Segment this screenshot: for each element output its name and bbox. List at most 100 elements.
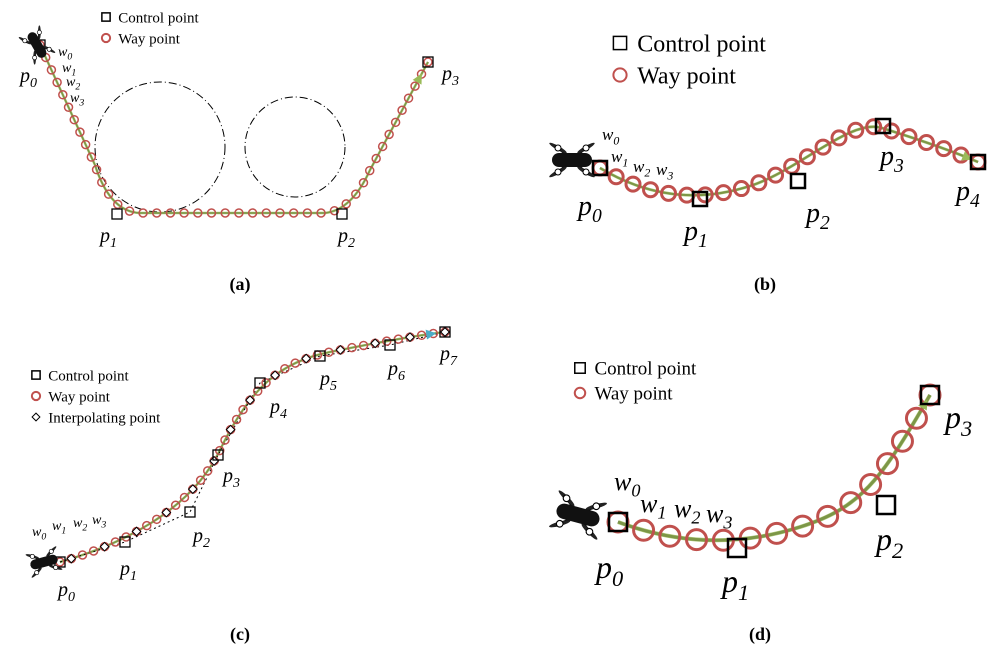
legend-marker [32, 371, 40, 379]
control-point-label: p3 [878, 141, 904, 177]
drone-motor [37, 29, 43, 35]
panel-caption: (c) [230, 624, 250, 645]
control-point-label-index: 3 [893, 156, 904, 177]
control-point-label-letter: p [954, 176, 970, 207]
legend-marker [575, 388, 585, 398]
way-point-label-index: 2 [82, 523, 87, 534]
drone-motor [583, 145, 589, 151]
figure: p0p1p2p3w0w1w2w3Control pointWay point(a… [0, 0, 992, 651]
way-point-label: w1 [640, 489, 666, 523]
way-point-label: w0 [614, 467, 640, 501]
way-point-label-index: 2 [644, 165, 650, 179]
way-point-label: w1 [52, 519, 66, 537]
turn-circle [245, 97, 345, 197]
control-point-label-letter: p [18, 65, 30, 87]
control-point-label-letter: p [386, 358, 398, 380]
control-point-label: p0 [18, 65, 37, 91]
way-point-label: w0 [602, 125, 619, 147]
drone-body [552, 153, 592, 167]
panel-caption: (a) [230, 274, 251, 295]
legend-marker [32, 392, 40, 400]
control-point-label: p4 [954, 176, 980, 212]
control-point-label: p1 [98, 225, 117, 251]
control-point-label: p2 [874, 521, 903, 563]
way-point-label: w0 [32, 525, 46, 543]
control-point [791, 174, 805, 188]
legend-label: Control point [48, 368, 129, 384]
way-point-label-letter: w [640, 489, 658, 518]
way-point-label-index: 0 [613, 133, 619, 147]
control-point-label: p7 [438, 343, 458, 369]
control-point-label-letter: p [878, 141, 894, 172]
turn-circle [95, 82, 225, 212]
way-point-label-letter: w [674, 494, 692, 523]
way-point-label-index: 3 [78, 98, 84, 109]
control-point-label-letter: p [440, 63, 452, 85]
control-point-label: p5 [318, 368, 337, 394]
way-point-label-index: 3 [100, 520, 106, 531]
way-point-label-letter: w [633, 157, 645, 176]
control-point-label-letter: p [804, 198, 820, 229]
trajectory-guide [40, 45, 428, 213]
control-point-label: p0 [576, 191, 602, 227]
control-point-label-letter: p [318, 368, 330, 390]
drone-motor [32, 55, 38, 61]
control-point-label: p2 [804, 198, 830, 234]
panel-caption: (b) [754, 274, 776, 295]
legend-marker [613, 68, 626, 81]
control-point-label-letter: p [191, 525, 203, 547]
legend-marker [102, 34, 110, 42]
legend-label: Control point [118, 10, 199, 26]
control-point-label: p0 [594, 549, 623, 591]
drone-motor [555, 169, 561, 175]
drone-icon [25, 545, 64, 579]
control-point-label-index: 5 [330, 379, 337, 394]
control-point-label-letter: p [98, 225, 110, 247]
control-point-label-letter: p [268, 396, 280, 418]
way-point-label: w3 [706, 499, 732, 533]
way-point-label: w3 [656, 160, 673, 182]
drone-motor [583, 169, 589, 175]
legend-label: Way point [48, 389, 111, 405]
legend-marker [102, 13, 110, 21]
way-point-label-index: 1 [61, 526, 66, 537]
legend-marker [613, 36, 626, 49]
control-point-label-letter: p [56, 579, 68, 601]
control-point-label-letter: p [594, 549, 612, 585]
control-point-label-index: 2 [820, 213, 830, 234]
drone-icon [548, 141, 595, 178]
control-point-label-letter: p [336, 225, 348, 247]
legend-label: Control point [637, 31, 766, 57]
control-point-label-index: 0 [30, 76, 37, 91]
legend-marker [575, 363, 585, 373]
control-point-label-index: 7 [450, 354, 458, 369]
control-point-label-index: 3 [451, 74, 459, 89]
control-point-label-letter: p [943, 399, 961, 435]
control-point-label: p4 [268, 396, 287, 422]
way-point-label: w1 [611, 147, 628, 169]
control-point-label: p1 [682, 216, 708, 252]
legend-label: Way point [637, 63, 736, 89]
way-point-label: w3 [70, 91, 84, 109]
control-point-label-index: 1 [698, 231, 708, 252]
control-point-label-index: 6 [398, 369, 405, 384]
control-point-label-index: 4 [970, 191, 980, 212]
way-point-label-letter: w [656, 160, 668, 179]
control-point-label-index: 2 [892, 538, 903, 563]
control-point-label-index: 0 [592, 206, 602, 227]
way-point-label-index: 1 [622, 155, 628, 169]
legend-marker [32, 413, 40, 421]
control-point-label-index: 2 [348, 236, 355, 251]
legend-label: Way point [594, 384, 673, 405]
way-point-label-letter: w [611, 147, 623, 166]
control-point-label-letter: p [576, 191, 592, 222]
way-point-label: w0 [58, 45, 72, 63]
way-point-label: w2 [674, 494, 700, 528]
way-point-label-letter: w [614, 467, 632, 496]
way-point-label-index: 2 [691, 508, 700, 528]
way-point-label-index: 1 [657, 503, 666, 523]
control-point-label-index: 2 [203, 536, 210, 551]
control-point-label-letter: p [118, 558, 130, 580]
panel-caption: (d) [749, 624, 771, 645]
way-point-label-letter: w [602, 125, 614, 144]
